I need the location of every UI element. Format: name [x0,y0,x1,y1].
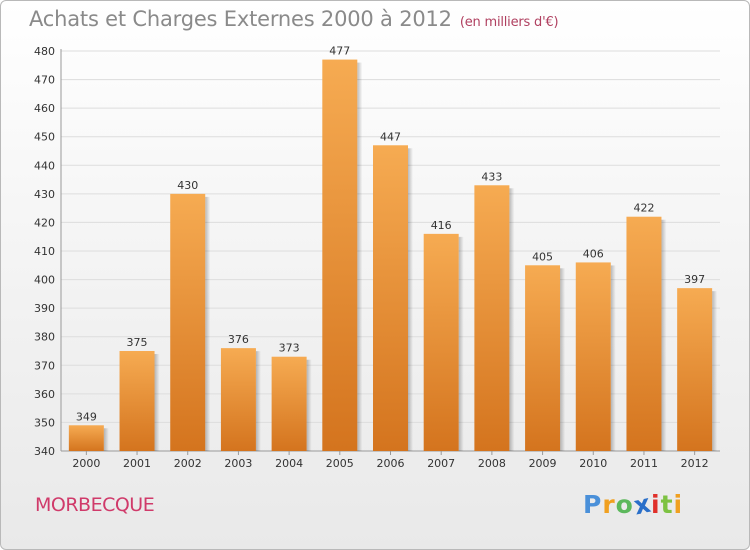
bar [68,425,104,451]
x-tick-label: 2000 [72,457,100,470]
bar [170,193,206,451]
bar [677,288,713,451]
bar-shadow [205,196,211,451]
logo-letter: r [602,490,616,519]
y-tick-label: 390 [34,302,55,315]
y-tick-label: 370 [34,359,55,372]
bar [474,185,510,452]
bar-value-label: 447 [380,130,401,143]
bar [220,348,256,451]
logo-letter: i [651,490,661,519]
y-tick-label: 340 [34,445,55,458]
bar-value-label: 406 [583,247,604,260]
x-tick-label: 2011 [630,457,658,470]
title-text: Achats et Charges Externes 2000 à 2012 [29,7,452,31]
bar-value-label: 397 [684,273,705,286]
bar [271,356,307,451]
bar-shadow [712,291,718,451]
chart-subtitle: (en milliers d'€) [459,15,559,30]
bar-value-label: 376 [228,333,249,346]
y-tick-label: 440 [34,159,55,172]
logo-letter: t [660,490,674,519]
logo-letter: i [673,490,684,519]
logo-letter: o [615,490,634,519]
y-tick-label: 350 [34,416,55,429]
bar-value-label: 477 [329,45,350,58]
y-tick-label: 380 [34,331,55,344]
bar-value-label: 430 [177,179,198,192]
bar [322,59,358,451]
y-tick-label: 480 [34,45,55,58]
x-tick-label: 2010 [579,457,607,470]
bar-shadow [661,219,667,451]
bar-shadow [255,351,261,451]
bar [626,216,662,451]
y-tick-label: 460 [34,102,55,115]
bar-shadow [458,236,464,451]
bar [119,351,155,451]
x-tick-label: 2012 [681,457,709,470]
bar-shadow [154,354,160,451]
bar-shadow [357,62,363,451]
bar-shadow [610,265,616,451]
bar-value-label: 405 [532,250,553,263]
x-tick-label: 2004 [275,457,303,470]
x-tick-label: 2003 [224,457,252,470]
bar-shadow [306,359,312,451]
bar-shadow [509,188,515,452]
bar [423,233,459,451]
y-tick-label: 450 [34,131,55,144]
y-tick-label: 420 [34,216,55,229]
bar-shadow [103,428,109,451]
bar-value-label: 422 [633,202,654,215]
bar-shadow [408,148,413,452]
y-tick-label: 400 [34,274,55,287]
x-tick-label: 2002 [174,457,202,470]
bar-value-label: 373 [279,342,300,355]
proxiti-logo: Proxiti [583,489,684,521]
bar [373,145,408,452]
y-tick-label: 410 [34,245,55,258]
bar-value-label: 433 [481,170,502,183]
y-tick-label: 360 [34,388,55,401]
y-tick-label: 430 [34,188,55,201]
logo-letter: P [583,490,603,519]
bar-shadow [560,268,566,451]
bar-value-label: 375 [127,336,148,349]
x-tick-label: 2005 [326,457,354,470]
bar [525,265,561,451]
x-tick-label: 2007 [427,457,455,470]
x-tick-label: 2001 [123,457,151,470]
bar-value-label: 349 [76,410,97,423]
x-tick-label: 2008 [478,457,506,470]
x-tick-label: 2009 [529,457,557,470]
y-tick-label: 470 [34,74,55,87]
x-tick-label: 2006 [377,457,405,470]
commune-name: MORBECQUE [35,494,155,516]
bar-value-label: 416 [431,219,452,232]
bar [575,262,611,451]
chart-title: Achats et Charges Externes 2000 à 2012 (e… [29,7,559,31]
